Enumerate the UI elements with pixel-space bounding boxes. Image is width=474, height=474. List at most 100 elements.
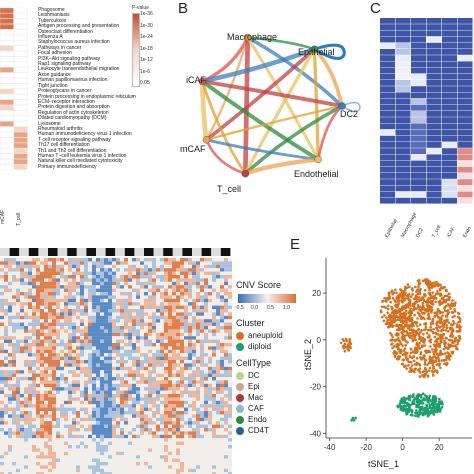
cnv-cell [20, 329, 25, 333]
cnv-cell [124, 397, 129, 401]
cnv-cell [44, 380, 49, 384]
cnv-cell [40, 411, 45, 415]
cnv-cell [204, 363, 209, 367]
cnv-cell [200, 360, 205, 364]
cnv-cell [100, 278, 105, 282]
pathway-cell [0, 110, 14, 116]
cnv-cell [68, 383, 73, 388]
heatmap-cell [442, 61, 457, 68]
cnv-cell [140, 339, 145, 344]
heatmap-cell [426, 123, 442, 130]
cnv-cell [140, 288, 145, 293]
cnv-cell [128, 264, 133, 269]
pathway-label: Leukocyte transendothelial migration [38, 66, 120, 73]
cnv-cell [48, 414, 53, 418]
cnv-cell [156, 468, 161, 473]
cnv-cell [24, 424, 29, 429]
tsne-point-aneuploid [445, 314, 448, 317]
interaction-edge [205, 47, 316, 142]
cnv-cell [100, 336, 105, 340]
cnv-cell [140, 326, 145, 330]
cnv-cell [212, 326, 217, 330]
cnv-cell [164, 394, 169, 398]
cnv-cell [16, 288, 21, 293]
cnv-cell [4, 465, 9, 469]
cnv-cell [72, 275, 77, 279]
tsne-point-aneuploid [453, 304, 457, 307]
cnv-cell [192, 397, 197, 401]
heatmap-cell [426, 154, 442, 161]
cnv-cell [176, 309, 181, 313]
cnv-cell [224, 451, 229, 456]
cnv-cell [96, 295, 101, 299]
cnv-cell [52, 339, 57, 344]
cnv-cell [24, 397, 29, 401]
cnv-cell [52, 332, 57, 337]
cnv-cell [152, 332, 157, 337]
cnv-cell [188, 366, 193, 371]
cnv-cell [108, 339, 113, 344]
cnv-cell [172, 465, 177, 469]
cnv-cell [52, 356, 57, 361]
cnv-cell [96, 288, 101, 293]
cnv-cell [168, 472, 173, 474]
interaction-edge [205, 37, 249, 141]
tsne-point-aneuploid [443, 309, 447, 312]
cnv-cell [36, 295, 41, 299]
tsne-point-aneuploid [405, 367, 408, 370]
cnv-cell [80, 346, 85, 350]
cnv-cell [180, 417, 185, 422]
cnv-cell [28, 380, 33, 384]
cnv-cell [24, 441, 29, 446]
cnv-cell [144, 404, 149, 408]
cnv-cell [32, 366, 37, 371]
cnv-cell [144, 414, 149, 418]
cnv-cell [136, 424, 141, 429]
cnv-cell [192, 468, 197, 473]
tsne-point-aneuploid [411, 350, 415, 354]
tsne-point-aneuploid [449, 307, 452, 310]
tsne-point-aneuploid [436, 290, 439, 293]
cnv-cell [124, 363, 129, 367]
cnv-cell [108, 258, 113, 262]
cnv-cell [44, 421, 49, 425]
cnv-cell [204, 360, 209, 364]
cnv-cell [52, 261, 57, 265]
cnv-cell [120, 264, 125, 269]
heatmap-cell [426, 117, 442, 123]
cnv-cell [212, 370, 217, 374]
cnv-cell [48, 424, 53, 429]
cnv-cell [72, 397, 77, 401]
interaction-edge [200, 80, 247, 175]
cnv-cell [76, 465, 81, 469]
cnv-cell [92, 455, 97, 459]
cnv-cell [96, 383, 101, 388]
cnv-cell [180, 322, 185, 327]
pathway-label: Th17 cell differentiation [38, 142, 90, 149]
cnv-cell [184, 387, 189, 391]
chromosome-band [153, 248, 164, 256]
cnv-cell [120, 343, 125, 347]
cnv-cell [176, 428, 181, 432]
cnv-cell [60, 363, 65, 367]
cnv-cell [56, 390, 61, 395]
cnv-cell [148, 261, 153, 265]
heatmap-cell [457, 49, 473, 55]
cnv-cell [80, 261, 85, 265]
cnv-cell [228, 445, 232, 449]
cnv-cell [112, 451, 117, 456]
cnv-cell [208, 363, 213, 367]
cnv-cell [192, 472, 197, 474]
cnv-cell [152, 268, 157, 272]
cnv-cell [92, 465, 97, 469]
cnv-cell [152, 261, 157, 265]
cnv-cell [72, 298, 77, 303]
cnv-cell [224, 424, 229, 429]
cnv-cell [216, 302, 221, 306]
cnv-cell [224, 383, 229, 388]
cnv-cell [224, 377, 229, 381]
cnv-cell [8, 434, 13, 439]
cnv-cell [36, 264, 41, 269]
cnv-cell [32, 404, 37, 408]
cnv-cell [4, 275, 9, 279]
